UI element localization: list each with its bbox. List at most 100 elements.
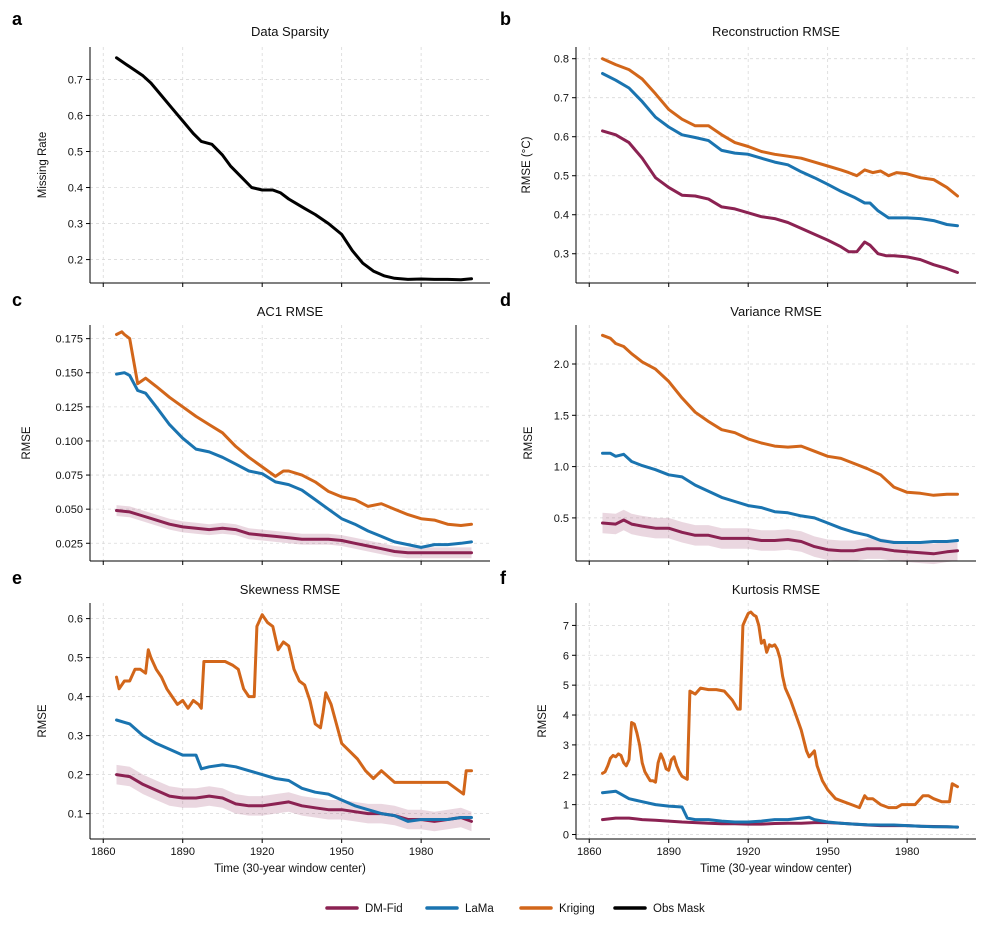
legend-item-kriging: Kriging	[519, 903, 595, 915]
y-axis-label-c: RMSE	[21, 426, 33, 460]
y-tick-label-f-5: 5	[563, 680, 569, 692]
panel-b: 0.3 0.4 0.5 0.6 0.7 0.8 b Reconstruction RMSE RM…	[500, 9, 976, 287]
x-tick-label-f-0: 1860	[577, 846, 601, 858]
series-line-c-dm-fid	[115, 509, 473, 555]
x-tick-label-f-1: 1890	[656, 846, 680, 858]
y-tick-label-a-3: 0.5	[68, 146, 83, 158]
y-tick-label-c-1: 0.050	[55, 504, 83, 516]
panel-title-f: Kurtosis RMSE	[732, 582, 820, 597]
y-tick-label-f-6: 6	[563, 650, 569, 662]
y-tick-label-c-5: 0.150	[55, 368, 83, 380]
y-tick-label-d-3: 2.0	[554, 359, 569, 371]
y-tick-label-c-6: 0.175	[55, 334, 83, 346]
legend-item-dm-fid: DM-Fid	[325, 903, 403, 915]
x-tick-label-e-4: 1980	[409, 846, 433, 858]
x-tick-label-e-2: 1920	[250, 846, 274, 858]
y-tick-label-f-2: 2	[563, 770, 569, 782]
y-tick-label-e-2: 0.3	[68, 731, 83, 743]
series-line-e-kriging	[115, 613, 473, 796]
series-line-f-lama	[601, 789, 959, 829]
series-line-f-kriging	[601, 610, 959, 810]
y-tick-label-f-7: 7	[563, 620, 569, 632]
legend-label: DM-Fid	[365, 903, 403, 915]
y-tick-label-d-0: 0.5	[554, 513, 569, 525]
series-line-e-lama	[115, 718, 473, 823]
y-tick-label-c-3: 0.100	[55, 436, 83, 448]
band-d-dm-fid	[602, 509, 958, 565]
legend-label: Kriging	[559, 903, 595, 915]
legend-label: LaMa	[465, 903, 494, 915]
y-axis-label-b: RMSE (°C)	[521, 136, 533, 193]
series-line-c-kriging	[115, 330, 473, 527]
y-tick-label-f-0: 0	[563, 830, 569, 842]
x-axis-label-e: Time (30-year window center)	[214, 863, 366, 875]
series-line-a-obs-mask	[115, 56, 473, 282]
series-line-c-lama	[115, 371, 473, 549]
x-tick-label-e-1: 1890	[170, 846, 194, 858]
y-axis-label-e: RMSE	[37, 704, 49, 738]
y-tick-label-a-5: 0.7	[68, 74, 83, 86]
series-line-d-kriging	[601, 333, 959, 497]
x-tick-label-f-3: 1950	[815, 846, 839, 858]
y-tick-label-b-0: 0.3	[554, 249, 569, 261]
y-tick-label-f-1: 1	[563, 800, 569, 812]
panel-title-e: Skewness RMSE	[240, 582, 341, 597]
y-tick-label-b-1: 0.4	[554, 210, 569, 222]
y-tick-label-c-4: 0.125	[55, 402, 83, 414]
panel-a: 0.2 0.3 0.4 0.5 0.6 0.7 a Data Sparsity Missing …	[12, 9, 490, 287]
legend-item-obs-mask: Obs Mask	[613, 903, 705, 915]
y-tick-label-b-4: 0.7	[554, 93, 569, 105]
y-axis-label-f: RMSE	[537, 704, 549, 738]
legend-label: Obs Mask	[653, 903, 705, 915]
y-tick-label-e-5: 0.6	[68, 614, 83, 626]
series-line-b-dm-fid	[601, 129, 959, 274]
y-tick-label-c-0: 0.025	[55, 538, 83, 550]
y-tick-label-d-2: 1.5	[554, 410, 569, 422]
series-line-b-kriging	[601, 57, 959, 198]
x-tick-label-e-0: 1860	[91, 846, 115, 858]
panel-d: 0.5 1.0 1.5 2.0 d Variance RMSE RMSE	[500, 290, 976, 565]
y-tick-label-d-1: 1.0	[554, 462, 569, 474]
y-tick-label-a-0: 0.2	[68, 255, 83, 267]
panels: 0.2 0.3 0.4 0.5 0.6 0.7 a Data Sparsity Missing …	[12, 9, 976, 875]
y-axis-label-a: Missing Rate	[37, 132, 49, 198]
x-tick-label-e-3: 1950	[329, 846, 353, 858]
y-tick-label-b-5: 0.8	[554, 54, 569, 66]
band-c-dm-fid	[116, 505, 472, 559]
panel-c: 0.025 0.050 0.075 0.100 0.125 0.150 0.175 c AC1 …	[12, 290, 490, 565]
series-line-b-lama	[601, 72, 959, 228]
panel-e: 1860 1890 1920 1950 1980 0.1 0.2 0.3 0.4 0.5 0.6 e S…	[12, 568, 490, 875]
panel-letter-e: e	[12, 568, 22, 588]
panel-f: 1860 1890 1920 1950 1980 0 1 2 3 4 5 6 7 f Kurtosis RM…	[500, 568, 976, 875]
legend: DM-Fid LaMa Kriging Obs Mask	[325, 903, 705, 915]
panel-letter-c: c	[12, 290, 22, 310]
y-tick-label-a-2: 0.4	[68, 183, 83, 195]
y-tick-label-b-2: 0.5	[554, 171, 569, 183]
legend-item-lama: LaMa	[425, 903, 494, 915]
x-tick-label-f-4: 1980	[895, 846, 919, 858]
panel-title-d: Variance RMSE	[730, 304, 822, 319]
panel-letter-d: d	[500, 290, 511, 310]
x-axis-label-f: Time (30-year window center)	[700, 863, 852, 875]
y-tick-label-f-4: 4	[563, 710, 569, 722]
panel-title-b: Reconstruction RMSE	[712, 24, 840, 39]
panel-letter-f: f	[500, 568, 507, 588]
y-axis-label-d: RMSE	[523, 426, 535, 460]
y-tick-label-e-3: 0.4	[68, 692, 83, 704]
y-tick-label-e-0: 0.1	[68, 809, 83, 821]
x-tick-label-f-2: 1920	[736, 846, 760, 858]
y-tick-label-a-4: 0.6	[68, 110, 83, 122]
panel-letter-b: b	[500, 9, 511, 29]
series-line-d-dm-fid	[601, 518, 959, 556]
y-tick-label-a-1: 0.3	[68, 219, 83, 231]
y-tick-label-c-2: 0.075	[55, 470, 83, 482]
series-line-d-lama	[601, 451, 959, 544]
panel-letter-a: a	[12, 9, 23, 29]
y-tick-label-e-1: 0.2	[68, 770, 83, 782]
y-tick-label-e-4: 0.5	[68, 653, 83, 665]
y-tick-label-b-3: 0.6	[554, 132, 569, 144]
y-tick-label-f-3: 3	[563, 740, 569, 752]
panel-title-c: AC1 RMSE	[257, 304, 324, 319]
panel-title-a: Data Sparsity	[251, 24, 330, 39]
